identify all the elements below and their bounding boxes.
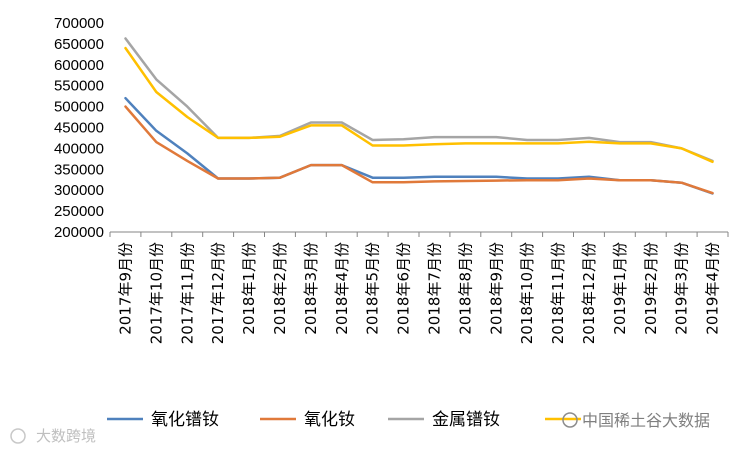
legend-label: 氧化钕 — [304, 410, 355, 430]
y-tick-label: 650000 — [54, 36, 104, 53]
series-line — [124, 105, 714, 195]
y-tick-label: 500000 — [54, 99, 104, 116]
x-tick-label: 2019年1月份 — [611, 242, 629, 335]
x-tick-label: 2018年7月份 — [425, 242, 443, 335]
x-tick-label: 2019年3月份 — [673, 242, 691, 335]
y-tick-label: 550000 — [54, 78, 104, 95]
x-tick-label: 2017年11月份 — [178, 242, 196, 344]
watermark-bottom-left: 大数跨境 — [10, 427, 96, 445]
y-tick-label: 250000 — [54, 203, 104, 220]
y-tick-label: 350000 — [54, 161, 104, 178]
watermark-text: 大数跨境 — [36, 427, 96, 445]
watermark-logo-icon — [10, 428, 26, 444]
x-tick-label: 2019年4月份 — [704, 242, 722, 335]
series-line — [124, 46, 714, 164]
y-tick-label: 400000 — [54, 140, 104, 157]
watermark-text: 中国稀土谷大数据 — [582, 411, 710, 430]
x-tick-label: 2018年1月份 — [240, 242, 258, 335]
legend-label: 氧化镨钕 — [151, 410, 219, 430]
x-tick-label: 2018年3月份 — [302, 242, 320, 335]
x-tick-label: 2018年6月份 — [395, 242, 413, 335]
y-axis: 200000 250000 300000 350000 400000 450000 5000… — [54, 15, 104, 241]
x-tick-label: 2018年4月份 — [333, 242, 351, 335]
x-tick-label: 2017年12月份 — [209, 242, 227, 344]
x-tick-label: 2018年5月份 — [364, 242, 382, 335]
x-tick-label: 2018年9月份 — [487, 242, 505, 335]
x-tick-label: 2019年2月份 — [642, 242, 660, 335]
y-tick-label: 300000 — [54, 182, 104, 199]
y-tick-label: 700000 — [54, 15, 104, 32]
x-axis: 2017年9月份 2017年10月份 2017年11月份 2017年12月份 2018年… — [109, 231, 729, 344]
x-tick-label: 2017年10月份 — [147, 242, 165, 344]
wechat-icon — [562, 412, 578, 428]
x-tick-label: 2018年2月份 — [271, 242, 289, 335]
x-tick-label: 2018年12月份 — [580, 242, 598, 344]
x-tick-label: 2018年8月份 — [456, 242, 474, 335]
x-tick-label: 2018年10月份 — [518, 242, 536, 344]
legend-label: 金属镨钕 — [432, 410, 500, 430]
y-tick-label: 600000 — [54, 57, 104, 74]
y-tick-label: 200000 — [54, 224, 104, 241]
legend: 氧化镨钕 氧化钕 金属镨钕 — [107, 410, 581, 430]
x-tick-label: 2018年11月份 — [549, 242, 567, 344]
watermark-bottom-right: 中国稀土谷大数据 — [562, 411, 710, 430]
y-tick-label: 450000 — [54, 120, 104, 137]
series-lines — [124, 37, 714, 195]
x-tick-label: 2017年9月份 — [116, 242, 134, 335]
